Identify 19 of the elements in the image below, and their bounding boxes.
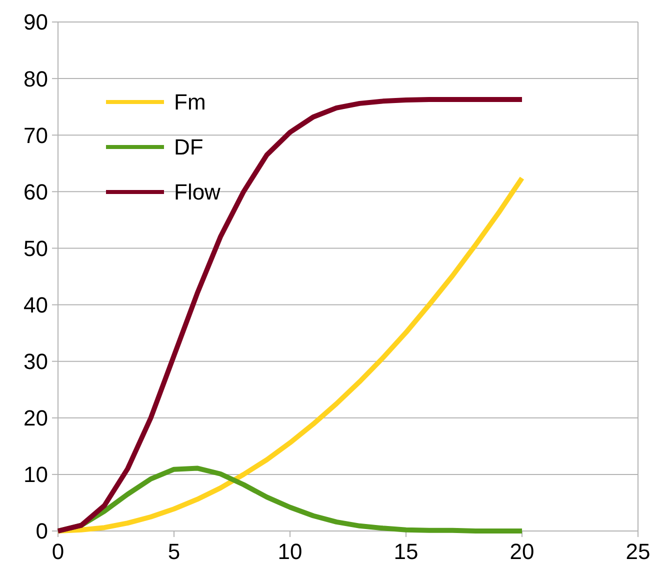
y-tick-label: 90 (24, 10, 48, 35)
y-tick-label: 50 (24, 236, 48, 261)
y-tick-label: 30 (24, 349, 48, 374)
y-tick-label: 80 (24, 66, 48, 92)
legend-label: Flow (174, 180, 221, 205)
y-tick-label: 40 (24, 292, 48, 318)
x-tick-label: 5 (168, 539, 180, 564)
legend-label: DF (174, 134, 204, 160)
y-tick-label: 70 (24, 122, 48, 148)
x-tick-label: 20 (510, 539, 534, 564)
x-tick-label: 15 (394, 539, 418, 564)
x-tick-label: 0 (52, 539, 64, 564)
x-tick-label: 25 (626, 539, 650, 564)
legend-label: Fm (174, 90, 206, 115)
y-tick-label: 60 (24, 179, 48, 204)
y-tick-label: 0 (36, 518, 48, 544)
y-tick-label: 20 (24, 406, 48, 431)
x-tick-label: 10 (278, 539, 302, 564)
y-tick-label: 10 (24, 462, 48, 488)
